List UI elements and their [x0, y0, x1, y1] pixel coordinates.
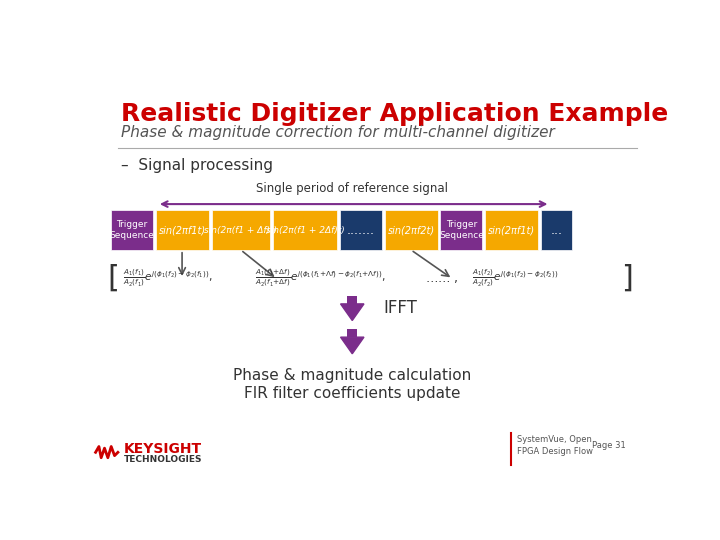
Text: Page 31: Page 31: [593, 441, 626, 450]
Text: Phase & magnitude calculation
FIR filter coefficients update: Phase & magnitude calculation FIR filter…: [233, 368, 472, 401]
Text: $\frac{A_1(f_1{+}\Delta f)}{A_2(f_1{+}\Delta f)}e^{j(\phi_1(f_1{+}\Lambda f)-\ph: $\frac{A_1(f_1{+}\Delta f)}{A_2(f_1{+}\D…: [255, 267, 385, 289]
FancyBboxPatch shape: [273, 210, 337, 250]
Text: .......: .......: [347, 224, 375, 237]
FancyBboxPatch shape: [347, 329, 357, 337]
FancyBboxPatch shape: [347, 295, 357, 304]
Text: Trigger
Sequence: Trigger Sequence: [439, 220, 484, 240]
Text: $\frac{A_1(f_1)}{A_2(f_1)}e^{j(\phi_1(f_2)-\phi_2(f_1))},$: $\frac{A_1(f_1)}{A_2(f_1)}e^{j(\phi_1(f_…: [124, 267, 213, 289]
Polygon shape: [341, 337, 364, 354]
Text: sin(2πf1t): sin(2πf1t): [488, 225, 535, 235]
Text: –  Signal processing: – Signal processing: [121, 158, 273, 173]
Text: IFFT: IFFT: [383, 299, 417, 317]
FancyBboxPatch shape: [212, 210, 270, 250]
Text: $\frac{A_1(f_2)}{A_2(f_2)}e^{j(\phi_1(f_2)-\phi_2(f_2))}$: $\frac{A_1(f_2)}{A_2(f_2)}e^{j(\phi_1(f_…: [472, 267, 559, 289]
FancyBboxPatch shape: [541, 210, 572, 250]
Text: KEYSIGHT: KEYSIGHT: [124, 442, 202, 456]
Text: sin(2πf2t): sin(2πf2t): [387, 225, 435, 235]
Text: sin(2π(f1 + 2Δf)t): sin(2π(f1 + 2Δf)t): [266, 226, 344, 234]
Text: ]: ]: [621, 264, 633, 293]
Text: ...: ...: [550, 224, 562, 237]
FancyBboxPatch shape: [384, 210, 438, 250]
Text: TECHNOLOGIES: TECHNOLOGIES: [124, 455, 202, 464]
FancyBboxPatch shape: [485, 210, 538, 250]
Text: Realistic Digitizer Application Example: Realistic Digitizer Application Example: [121, 102, 668, 126]
Polygon shape: [341, 304, 364, 321]
Text: sin(2πf1t): sin(2πf1t): [159, 225, 206, 235]
FancyBboxPatch shape: [111, 210, 153, 250]
Text: Phase & magnitude correction for multi-channel digitizer: Phase & magnitude correction for multi-c…: [121, 125, 554, 140]
Text: Single period of reference signal: Single period of reference signal: [256, 182, 449, 195]
Text: Trigger
Sequence: Trigger Sequence: [109, 220, 155, 240]
Text: $\ldots\ldots\;,$: $\ldots\ldots\;,$: [425, 272, 458, 285]
FancyBboxPatch shape: [340, 210, 382, 250]
FancyBboxPatch shape: [156, 210, 209, 250]
FancyBboxPatch shape: [441, 210, 482, 250]
Text: SystemVue, Open
FPGA Design Flow: SystemVue, Open FPGA Design Flow: [517, 435, 593, 456]
Text: sin(2π(f1 + Δf)t): sin(2π(f1 + Δf)t): [204, 226, 277, 234]
Text: [: [: [108, 264, 120, 293]
